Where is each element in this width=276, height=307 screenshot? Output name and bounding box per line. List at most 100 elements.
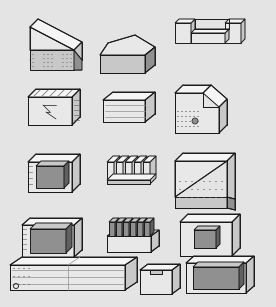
Polygon shape [74, 42, 82, 60]
Polygon shape [175, 23, 191, 43]
Polygon shape [175, 161, 227, 197]
Polygon shape [191, 33, 225, 43]
Polygon shape [175, 85, 211, 93]
Polygon shape [186, 263, 246, 293]
Polygon shape [22, 225, 74, 257]
Polygon shape [125, 257, 137, 290]
Polygon shape [107, 230, 159, 236]
Polygon shape [194, 226, 220, 230]
Polygon shape [239, 262, 244, 289]
Polygon shape [116, 222, 122, 236]
Polygon shape [191, 29, 229, 33]
Polygon shape [30, 50, 74, 70]
Polygon shape [123, 222, 129, 236]
Polygon shape [72, 89, 80, 125]
Polygon shape [107, 180, 150, 184]
Polygon shape [136, 218, 140, 236]
Polygon shape [137, 222, 143, 236]
Polygon shape [30, 229, 66, 253]
Polygon shape [66, 223, 72, 253]
Polygon shape [74, 218, 82, 257]
Polygon shape [30, 223, 72, 229]
Polygon shape [100, 55, 145, 73]
Polygon shape [145, 92, 155, 122]
Polygon shape [28, 89, 80, 97]
Polygon shape [175, 93, 219, 133]
Polygon shape [225, 23, 241, 43]
Polygon shape [123, 218, 133, 222]
Polygon shape [143, 156, 156, 162]
Polygon shape [30, 27, 74, 50]
Polygon shape [175, 197, 227, 208]
Polygon shape [191, 19, 195, 43]
Polygon shape [116, 156, 129, 162]
Polygon shape [141, 156, 147, 184]
Polygon shape [30, 50, 82, 60]
Polygon shape [140, 270, 172, 294]
Polygon shape [28, 154, 80, 162]
Polygon shape [107, 156, 120, 162]
Polygon shape [219, 99, 227, 133]
Polygon shape [122, 218, 126, 236]
Polygon shape [232, 214, 240, 256]
Polygon shape [134, 162, 141, 184]
Polygon shape [143, 162, 150, 184]
Polygon shape [107, 162, 114, 184]
Polygon shape [130, 218, 140, 222]
Polygon shape [28, 162, 72, 192]
Polygon shape [137, 218, 147, 222]
Polygon shape [103, 100, 145, 122]
Polygon shape [241, 19, 245, 43]
Polygon shape [125, 156, 138, 162]
Polygon shape [130, 222, 136, 236]
Polygon shape [28, 97, 72, 125]
Polygon shape [129, 218, 133, 236]
Polygon shape [227, 153, 235, 199]
Polygon shape [172, 264, 180, 294]
Polygon shape [140, 264, 180, 270]
Polygon shape [10, 265, 125, 290]
Polygon shape [193, 267, 239, 289]
Polygon shape [115, 218, 119, 236]
Polygon shape [246, 256, 254, 293]
Polygon shape [107, 236, 151, 252]
Polygon shape [150, 156, 156, 184]
Polygon shape [144, 218, 154, 222]
Polygon shape [116, 162, 123, 184]
Polygon shape [10, 257, 137, 265]
Polygon shape [144, 222, 150, 236]
Polygon shape [114, 156, 120, 184]
Polygon shape [225, 19, 245, 23]
Polygon shape [193, 262, 244, 267]
Polygon shape [175, 19, 195, 23]
Polygon shape [116, 218, 126, 222]
Polygon shape [186, 256, 254, 263]
Polygon shape [125, 162, 132, 184]
Polygon shape [123, 156, 129, 184]
Polygon shape [107, 174, 156, 180]
Polygon shape [109, 222, 115, 236]
Polygon shape [30, 60, 82, 70]
Polygon shape [175, 153, 235, 161]
Polygon shape [151, 230, 159, 252]
Polygon shape [225, 29, 229, 43]
Polygon shape [103, 92, 155, 100]
Polygon shape [74, 50, 82, 70]
Polygon shape [134, 156, 147, 162]
Circle shape [192, 118, 198, 124]
Polygon shape [36, 161, 69, 166]
Polygon shape [227, 197, 235, 210]
Polygon shape [100, 35, 155, 55]
Polygon shape [143, 218, 147, 236]
Polygon shape [150, 218, 154, 236]
Polygon shape [180, 214, 240, 222]
Polygon shape [22, 218, 82, 225]
Polygon shape [132, 156, 138, 184]
Polygon shape [30, 19, 82, 50]
Polygon shape [150, 270, 162, 274]
Polygon shape [180, 222, 232, 256]
Polygon shape [145, 47, 155, 73]
Polygon shape [194, 230, 216, 248]
Polygon shape [216, 226, 220, 248]
Polygon shape [203, 85, 227, 107]
